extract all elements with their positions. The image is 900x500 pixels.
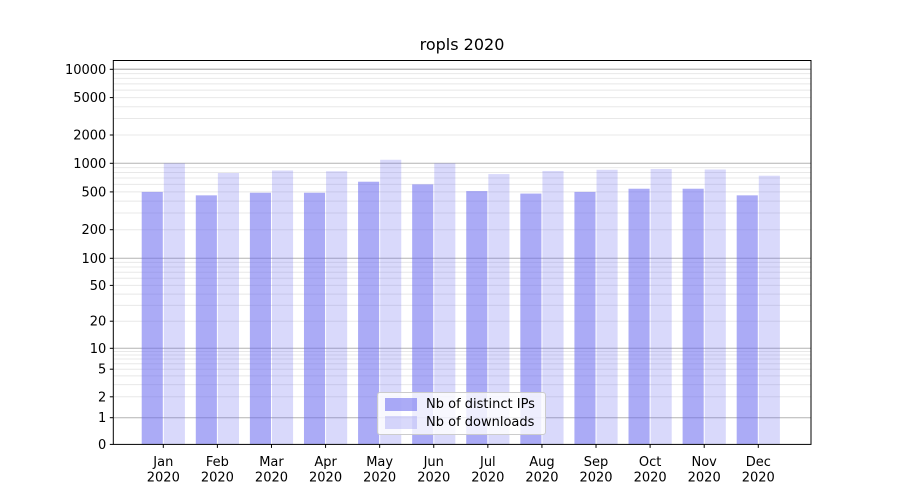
axes-spines (112, 60, 812, 445)
x-axis-tick-label-month: Oct (639, 455, 661, 470)
y-axis-tick-label: 0 (98, 438, 106, 453)
x-axis-tick-label-month: Jan (152, 455, 173, 470)
x-axis-tick-label-month: Dec (746, 455, 771, 470)
y-axis-tick-label: 1000 (73, 157, 106, 172)
bar-downloads-jun (434, 163, 456, 445)
bar-distinct-ips-dec (736, 195, 758, 445)
x-axis-tick-label-year: 2020 (417, 471, 450, 486)
y-axis-tick-label: 2000 (73, 129, 106, 144)
x-axis-tick-label-month: Aug (529, 455, 554, 470)
x-axis-tick-label-year: 2020 (471, 471, 504, 486)
y-axis-tick-label: 200 (81, 223, 106, 238)
legend-label-downloads: Nb of downloads (426, 414, 535, 430)
x-axis-tick-label-year: 2020 (363, 471, 396, 486)
x-axis-tick-label-year: 2020 (201, 471, 234, 486)
y-axis-tick-label: 10 (90, 342, 107, 357)
bar-downloads-jan (163, 163, 185, 445)
y-axis-tick-label: 100 (81, 252, 106, 267)
x-axis-tick-label-month: Jun (423, 455, 444, 470)
bar-distinct-ips-jul (466, 191, 488, 445)
chart-title: ropls 2020 (419, 35, 505, 54)
bar-distinct-ips-jan (141, 191, 163, 445)
x-axis-tick-label-month: Nov (692, 455, 718, 470)
x-axis-tick-label-year: 2020 (688, 471, 721, 486)
x-axis-tick-label-year: 2020 (255, 471, 288, 486)
y-axis-tick-label: 10000 (65, 63, 106, 78)
x-axis-tick-label-month: Jul (479, 455, 496, 470)
bar-downloads-sep (596, 169, 618, 445)
bar-distinct-ips-sep (574, 191, 596, 445)
bar-distinct-ips-oct (628, 188, 650, 445)
bar-downloads-may (380, 159, 402, 445)
x-axis-tick-label-year: 2020 (579, 471, 612, 486)
bar-distinct-ips-feb (195, 195, 217, 445)
x-axis-tick-label-month: Feb (206, 455, 229, 470)
x-axis-tick-label-month: May (366, 455, 393, 470)
y-axis-tick-label: 2 (98, 390, 106, 405)
y-axis-tick-label: 20 (90, 315, 107, 330)
x-axis-tick-label-year: 2020 (525, 471, 558, 486)
bar-downloads-nov (704, 169, 726, 445)
x-axis-tick-label-year: 2020 (634, 471, 667, 486)
y-axis-tick-label: 500 (81, 185, 106, 200)
bar-downloads-feb (217, 173, 239, 445)
bar-downloads-apr (326, 171, 348, 445)
y-axis-tick-label: 5000 (73, 91, 106, 106)
bar-distinct-ips-mar (249, 192, 271, 445)
bar-distinct-ips-may (358, 181, 380, 445)
y-axis-tick-label: 5 (98, 363, 106, 378)
legend-swatch-downloads-icon (385, 415, 417, 429)
bar-distinct-ips-apr (303, 192, 326, 445)
legend-label-distinct-ips: Nb of distinct IPs (426, 397, 535, 413)
y-axis-tick-label: 50 (90, 279, 107, 294)
bar-distinct-ips-nov (682, 188, 704, 445)
x-axis-tick-label-year: 2020 (742, 471, 775, 486)
bar-downloads-mar (271, 170, 294, 445)
legend: Nb of distinct IPs Nb of downloads (377, 392, 546, 435)
x-axis-tick-label-year: 2020 (309, 471, 342, 486)
x-axis-tick-label-month: Sep (584, 455, 609, 470)
bar-downloads-dec (758, 175, 780, 445)
x-axis-tick-label-month: Apr (314, 455, 337, 470)
bar-distinct-ips-jun (412, 184, 434, 445)
bar-downloads-aug (542, 170, 564, 445)
bar-downloads-jul (488, 174, 510, 445)
bar-distinct-ips-aug (520, 193, 542, 445)
x-axis-tick-label-year: 2020 (147, 471, 180, 486)
x-axis-tick-label-month: Mar (259, 455, 284, 470)
bar-downloads-oct (650, 169, 672, 445)
legend-item-distinct-ips: Nb of distinct IPs (385, 397, 539, 412)
legend-swatch-distinct-ips-icon (385, 398, 417, 412)
legend-item-downloads: Nb of downloads (385, 415, 539, 430)
y-axis-tick-label: 1 (98, 411, 106, 426)
